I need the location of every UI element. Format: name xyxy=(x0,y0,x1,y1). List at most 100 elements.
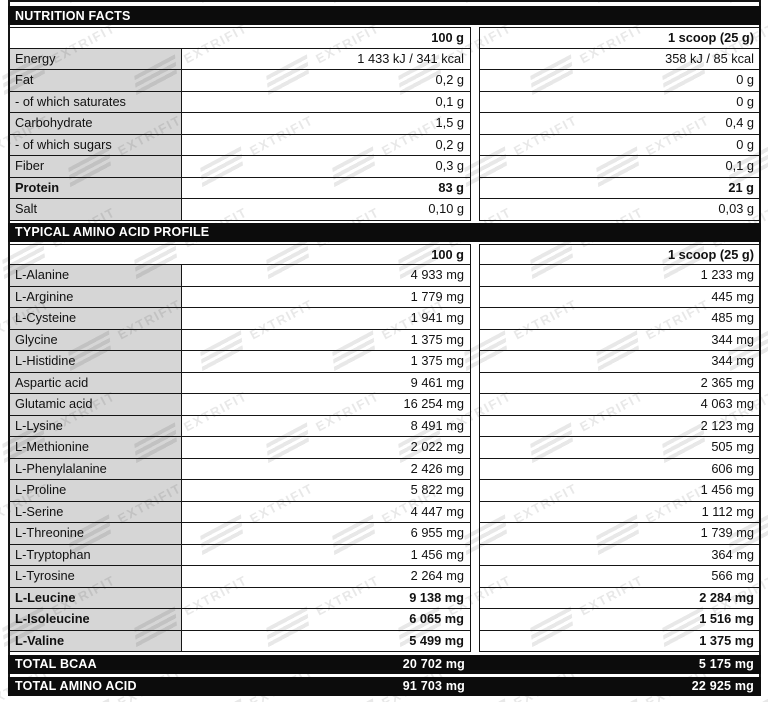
table-row: L-Phenylalanine 2 426 mg 606 mg xyxy=(8,458,761,481)
row-value-100g: 6 065 mg xyxy=(181,609,471,631)
row-label: - of which saturates xyxy=(8,91,181,113)
row-label: - of which sugars xyxy=(8,134,181,156)
section-title: NUTRITION FACTS xyxy=(15,8,131,23)
row-label: L-Lysine xyxy=(8,415,181,437)
row-value-scoop: 505 mg xyxy=(479,437,761,459)
table-row: Fat 0,2 g 0 g xyxy=(8,70,761,92)
row-label: L-Serine xyxy=(8,501,181,523)
column-gap xyxy=(471,330,479,352)
total-value-scoop: 5 175 mg xyxy=(698,657,754,671)
total-value-100g: 20 702 mg xyxy=(402,657,465,671)
table-row: Carbohydrate 1,5 g 0,4 g xyxy=(8,113,761,135)
section-title: TYPICAL AMINO ACID PROFILE xyxy=(15,225,210,239)
table-row: L-Alanine 4 933 mg 1 233 mg xyxy=(8,265,761,287)
row-label: Glycine xyxy=(8,329,181,351)
column-gap xyxy=(471,351,479,373)
nutrition-table: 100 g 1 scoop (25 g) Energy 1 433 kJ / 3… xyxy=(8,27,761,221)
row-value-100g: 5 499 mg xyxy=(181,630,471,652)
row-value-scoop: 1 516 mg xyxy=(479,609,761,631)
row-value-100g: 1 375 mg xyxy=(181,351,471,373)
row-label: Fat xyxy=(8,70,181,92)
row-value-100g: 1 433 kJ / 341 kcal xyxy=(181,48,471,70)
table-row: L-Histidine 1 375 mg 344 mg xyxy=(8,351,761,373)
column-gap xyxy=(471,156,479,178)
row-label: Salt xyxy=(8,199,181,221)
row-value-scoop: 4 063 mg xyxy=(479,394,761,416)
table-row: Aspartic acid 9 461 mg 2 365 mg xyxy=(8,372,761,395)
column-gap xyxy=(471,394,479,416)
row-value-100g: 2 022 mg xyxy=(181,437,471,459)
row-value-scoop: 485 mg xyxy=(479,308,761,330)
row-value-scoop: 1 233 mg xyxy=(479,265,761,287)
column-gap xyxy=(471,373,479,395)
table-row: L-Threonine 6 955 mg 1 739 mg xyxy=(8,523,761,545)
row-value-scoop: 0 g xyxy=(479,91,761,113)
row-label: Fiber xyxy=(8,156,181,178)
column-gap xyxy=(471,113,479,135)
row-label: Protein xyxy=(8,177,181,199)
column-gap xyxy=(471,459,479,481)
row-label: Carbohydrate xyxy=(8,113,181,135)
total-label: TOTAL AMINO ACID xyxy=(15,679,137,693)
row-value-scoop: 1 456 mg xyxy=(479,480,761,502)
table-row: Protein 83 g 21 g xyxy=(8,177,761,200)
row-value-100g: 0,3 g xyxy=(181,156,471,178)
nutrition-header-row: 100 g 1 scoop (25 g) xyxy=(8,27,761,49)
row-label: L-Isoleucine xyxy=(8,609,181,631)
row-value-scoop: 0 g xyxy=(479,134,761,156)
row-value-scoop: 0,03 g xyxy=(479,199,761,221)
row-value-100g: 1 375 mg xyxy=(181,329,471,351)
row-value-100g: 16 254 mg xyxy=(181,394,471,416)
table-row: L-Lysine 8 491 mg 2 123 mg xyxy=(8,415,761,437)
row-value-100g: 5 822 mg xyxy=(181,480,471,502)
amino-table: 100 g 1 scoop (25 g) L-Alanine 4 933 mg … xyxy=(8,243,761,652)
column-gap xyxy=(471,502,479,524)
row-value-100g: 8 491 mg xyxy=(181,415,471,437)
table-row: - of which sugars 0,2 g 0 g xyxy=(8,134,761,156)
total-value-scoop: 22 925 mg xyxy=(691,679,754,693)
column-gap xyxy=(471,27,479,49)
column-header-scoop: 1 scoop (25 g) xyxy=(479,243,761,265)
row-value-scoop: 1 375 mg xyxy=(479,630,761,652)
row-value-scoop: 358 kJ / 85 kcal xyxy=(479,48,761,70)
row-label: L-Alanine xyxy=(8,265,181,287)
column-gap xyxy=(471,178,479,200)
table-row: L-Isoleucine 6 065 mg 1 516 mg xyxy=(8,609,761,631)
table-row: Glutamic acid 16 254 mg 4 063 mg xyxy=(8,394,761,416)
row-value-100g: 4 447 mg xyxy=(181,501,471,523)
row-label: L-Proline xyxy=(8,480,181,502)
table-row: L-Tryptophan 1 456 mg 364 mg xyxy=(8,544,761,567)
table-row: L-Leucine 9 138 mg 2 284 mg xyxy=(8,587,761,609)
column-gap xyxy=(471,199,479,221)
amino-header-row: 100 g 1 scoop (25 g) xyxy=(8,243,761,265)
row-value-scoop: 1 739 mg xyxy=(479,523,761,545)
row-label: L-Tyrosine xyxy=(8,566,181,588)
watermark-bars-icon xyxy=(200,698,244,702)
frame-top-border xyxy=(8,0,761,2)
total-bcaa-row: TOTAL BCAA 20 702 mg 5 175 mg xyxy=(8,654,761,674)
row-value-100g: 0,2 g xyxy=(181,134,471,156)
table-row: L-Cysteine 1 941 mg 485 mg xyxy=(8,308,761,330)
column-gap xyxy=(471,437,479,459)
row-value-scoop: 21 g xyxy=(479,177,761,199)
column-gap xyxy=(471,545,479,567)
table-row: L-Serine 4 447 mg 1 112 mg xyxy=(8,501,761,524)
row-value-100g: 1 941 mg xyxy=(181,308,471,330)
row-value-scoop: 344 mg xyxy=(479,329,761,351)
table-row: Energy 1 433 kJ / 341 kcal 358 kJ / 85 k… xyxy=(8,48,761,70)
row-label: Energy xyxy=(8,48,181,70)
section-header-amino-profile: TYPICAL AMINO ACID PROFILE xyxy=(8,222,761,242)
watermark-bars-icon xyxy=(68,698,112,702)
column-gap xyxy=(471,265,479,287)
amino-rows: L-Alanine 4 933 mg 1 233 mg L-Arginine 1… xyxy=(8,265,761,652)
column-gap xyxy=(471,308,479,330)
table-row: - of which saturates 0,1 g 0 g xyxy=(8,91,761,113)
row-value-scoop: 606 mg xyxy=(479,458,761,480)
row-value-100g: 1 456 mg xyxy=(181,544,471,566)
row-value-scoop: 445 mg xyxy=(479,286,761,308)
row-value-100g: 9 138 mg xyxy=(181,587,471,609)
row-value-100g: 6 955 mg xyxy=(181,523,471,545)
table-row: Glycine 1 375 mg 344 mg xyxy=(8,329,761,352)
